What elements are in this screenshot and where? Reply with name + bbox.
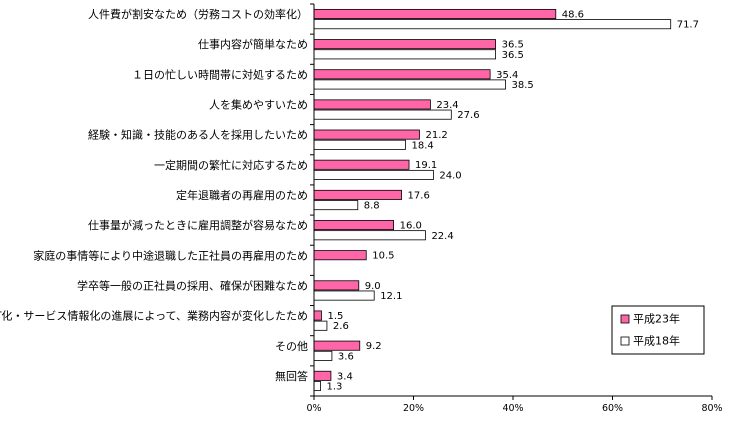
legend-swatch — [620, 336, 630, 346]
bar-h23 — [313, 280, 360, 291]
bar-h18 — [313, 320, 328, 331]
bar-h18 — [313, 350, 333, 361]
category-label: 仕事量が減ったときに雇用調整が容易なため — [88, 218, 308, 232]
bar-h23 — [313, 220, 394, 231]
bar-h23 — [313, 250, 367, 261]
bar-h23 — [313, 39, 496, 50]
bar-h23 — [313, 370, 332, 381]
data-label: 9.2 — [366, 341, 382, 352]
bar-h23 — [313, 129, 420, 140]
data-label: 1.5 — [327, 311, 343, 322]
legend-label: 平成18年 — [633, 334, 680, 348]
data-label: 16.0 — [400, 221, 422, 232]
data-label: 27.6 — [457, 110, 479, 121]
x-tick-label: 80% — [701, 403, 722, 414]
data-label: 21.2 — [425, 130, 447, 141]
data-label: 36.5 — [502, 50, 524, 61]
data-label: 8.8 — [364, 201, 380, 212]
data-label: 2.6 — [333, 321, 349, 332]
data-label: 24.0 — [439, 170, 461, 181]
data-label: 3.6 — [338, 351, 354, 362]
bar-h23 — [313, 310, 322, 321]
bar-h23 — [313, 159, 410, 170]
category-label: 人を集めやすいため — [209, 98, 308, 112]
legend-swatch — [620, 314, 630, 324]
data-label: 35.4 — [496, 70, 518, 81]
data-label: 18.4 — [412, 140, 434, 151]
category-label: 経験・知識・技能のある人を採用したいため — [88, 128, 308, 142]
data-label: 22.4 — [431, 231, 453, 242]
bar-h18 — [313, 200, 359, 211]
category-label: 人件費が割安なため（労務コストの効率化） — [88, 7, 308, 21]
bar-h18 — [313, 49, 496, 60]
bar-h18 — [313, 139, 406, 150]
data-label: 36.5 — [502, 40, 524, 51]
data-label: 9.0 — [365, 281, 381, 292]
bar-h23 — [313, 8, 557, 19]
bar-h18 — [313, 290, 375, 301]
category-label: 仕事内容が簡単なため — [198, 37, 308, 51]
data-label: 23.4 — [436, 100, 458, 111]
bar-h23 — [313, 99, 431, 110]
bar-h18 — [313, 79, 506, 90]
data-label: 12.1 — [380, 291, 402, 302]
x-tick-label: 60% — [602, 403, 623, 414]
bar-h23 — [313, 69, 491, 80]
legend-box — [611, 305, 705, 355]
category-label: IT化・サービス情報化の進展によって、業務内容が変化したため — [0, 309, 308, 323]
data-label: 10.5 — [372, 251, 394, 262]
category-label: 学卒等一般の正社員の採用、確保が困難なため — [77, 278, 308, 292]
x-tick-label: 40% — [502, 403, 523, 414]
data-label: 71.7 — [677, 20, 699, 31]
category-label: 家庭の事情等により中途退職した正社員の再雇用のため — [33, 248, 308, 262]
category-label: １日の忙しい時間帯に対処するため — [132, 67, 308, 81]
x-tick-label: 20% — [403, 403, 424, 414]
bar-h18 — [313, 230, 426, 241]
data-label: 38.5 — [512, 80, 534, 91]
x-tick-label: 0% — [306, 403, 321, 414]
data-label: 3.4 — [337, 371, 353, 382]
data-label: 17.6 — [408, 190, 430, 201]
category-label: 一定期間の繁忙に対応するため — [154, 158, 308, 172]
legend-label: 平成23年 — [633, 312, 680, 326]
data-label: 19.1 — [415, 160, 437, 171]
bar-h23 — [313, 340, 361, 351]
data-label: 1.3 — [326, 382, 342, 393]
data-label: 48.6 — [562, 9, 584, 20]
category-label: 無回答 — [275, 369, 308, 383]
bar-h18 — [313, 19, 672, 30]
category-label: 定年退職者の再雇用のため — [176, 188, 308, 202]
bar-h18 — [313, 381, 321, 392]
bar-h18 — [313, 169, 434, 180]
bar-h18 — [313, 109, 452, 120]
bar-h23 — [313, 189, 402, 200]
category-label: その他 — [275, 340, 308, 353]
